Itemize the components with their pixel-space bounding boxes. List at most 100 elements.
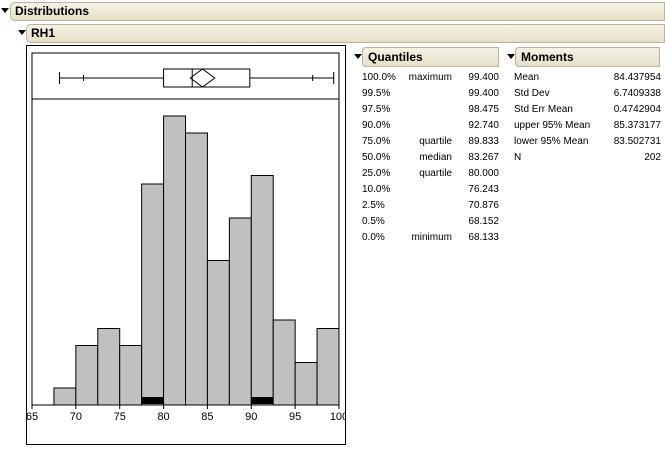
moment-value: 0.4742904 [613, 104, 661, 115]
moment-label: Mean [514, 72, 540, 83]
quantile-value: 99.400 [468, 72, 499, 83]
moment-row: Mean 84.437954 [514, 70, 661, 86]
boxplot-box [163, 68, 251, 88]
quantile-value: 80.000 [468, 168, 499, 179]
quantile-value: 83.267 [468, 152, 499, 163]
quantile-row: 99.5% 99.400 [362, 86, 499, 102]
moment-value: 85.373177 [613, 120, 661, 131]
quantile-label: quartile [419, 136, 452, 147]
x-tick-label: 70 [70, 411, 82, 423]
rh1-title: RH1 [31, 26, 56, 40]
shortest-half-markers [141, 397, 274, 404]
quantile-row: 2.5% 70.876 [362, 198, 499, 214]
x-tick-label: 80 [157, 411, 169, 423]
moment-label: Std Dev [514, 88, 550, 99]
quantile-row: 10.0% 76.243 [362, 182, 499, 198]
quantile-percent: 99.5% [362, 88, 391, 99]
rh1-disclosure-icon[interactable] [18, 30, 26, 35]
quantile-label [402, 198, 454, 214]
histogram-bar [163, 115, 186, 406]
histogram-plot-frame[interactable]: 65 70 75 80 85 90 95 100 [26, 45, 346, 445]
moment-label: upper 95% Mean [514, 120, 591, 131]
histogram-chart: 65 70 75 80 85 90 95 100 [27, 52, 345, 423]
moment-row: Std Dev 6.7409338 [514, 86, 661, 102]
quantile-label [402, 118, 454, 134]
quantile-row: 25.0% quartile 80.000 [362, 166, 499, 182]
x-tick-label: 90 [245, 411, 257, 423]
quantile-percent: 97.5% [362, 104, 391, 115]
histogram-bar [97, 328, 121, 406]
moment-row: lower 95% Mean 83.502731 [514, 134, 661, 150]
histogram-bar [272, 319, 296, 406]
quantile-row: 0.0% minimum 68.133 [362, 230, 499, 246]
distributions-header[interactable]: Distributions [10, 2, 665, 21]
moments-header[interactable]: Moments [515, 47, 660, 67]
quantile-value: 68.152 [468, 216, 499, 227]
quantile-percent: 10.0% [362, 184, 391, 195]
quantile-row: 90.0% 92.740 [362, 118, 499, 134]
histogram-bar [316, 328, 340, 406]
quantile-label: median [419, 152, 452, 163]
x-tick-label: 100 [330, 411, 345, 423]
histogram-bar [141, 183, 165, 406]
quantile-label: maximum [408, 72, 452, 83]
moment-label: lower 95% Mean [514, 136, 589, 147]
quantile-label [402, 86, 454, 102]
quantile-percent: 50.0% [362, 152, 391, 163]
quantile-percent: 90.0% [362, 120, 391, 131]
quantile-value: 99.400 [468, 88, 499, 99]
quantile-value: 89.833 [468, 136, 499, 147]
moment-label: Std Err Mean [514, 104, 573, 115]
histogram-bar [294, 362, 318, 406]
quantile-row: 0.5% 68.152 [362, 214, 499, 230]
quantiles-disclosure-icon[interactable] [354, 54, 362, 59]
histogram-bar [53, 387, 77, 406]
moment-value: 84.437954 [613, 72, 661, 83]
moments-disclosure-icon[interactable] [507, 54, 515, 59]
quantile-percent: 0.5% [362, 216, 385, 227]
quantiles-title: Quantiles [368, 50, 423, 64]
quantiles-header[interactable]: Quantiles [362, 47, 499, 67]
distributions-disclosure-icon[interactable] [1, 8, 9, 13]
shortest-half-bar [251, 397, 274, 404]
quantile-value: 98.475 [468, 104, 499, 115]
histogram-bar [119, 345, 143, 406]
quantile-value: 76.243 [468, 184, 499, 195]
histogram-bar [250, 175, 274, 406]
moment-value: 6.7409338 [613, 88, 661, 99]
x-tick-label: 85 [201, 411, 213, 423]
quantile-value: 68.133 [468, 232, 499, 243]
moments-title: Moments [521, 50, 574, 64]
quantile-label: minimum [411, 232, 452, 243]
boxplot-mean-diamond [189, 68, 216, 88]
histogram-bar [75, 345, 99, 406]
histogram-bar [206, 260, 230, 406]
moment-row: N 202 [514, 150, 661, 166]
quantile-value: 92.740 [468, 120, 499, 131]
x-axis: 65 70 75 80 85 90 95 100 [27, 405, 345, 423]
quantiles-table: 100.0% maximum 99.400 99.5% 99.400 97.5% 98.47… [362, 70, 499, 246]
histogram-bar [228, 217, 252, 406]
quantile-percent: 100.0% [362, 72, 396, 83]
histogram-bars [53, 115, 340, 406]
distributions-title: Distributions [15, 4, 89, 18]
quantile-percent: 75.0% [362, 136, 391, 147]
quantile-percent: 2.5% [362, 200, 385, 211]
moment-label: N [514, 152, 522, 163]
quantile-label [402, 102, 454, 118]
x-tick-label: 65 [27, 411, 38, 423]
quantile-row: 100.0% maximum 99.400 [362, 70, 499, 86]
boxplot-layer [58, 68, 335, 88]
rh1-header[interactable]: RH1 [26, 24, 665, 43]
moment-row: Std Err Mean 0.4742904 [514, 102, 661, 118]
quantile-row: 97.5% 98.475 [362, 102, 499, 118]
shortest-half-bar [141, 397, 164, 404]
quantile-percent: 25.0% [362, 168, 391, 179]
moment-row: upper 95% Mean 85.373177 [514, 118, 661, 134]
x-tick-label: 75 [114, 411, 126, 423]
quantile-percent: 0.0% [362, 232, 385, 243]
moment-value: 202 [644, 152, 661, 163]
quantile-label [402, 182, 454, 198]
moments-table: Mean 84.437954 Std Dev 6.7409338 Std Err Mea… [514, 70, 661, 166]
quantile-value: 70.876 [468, 200, 499, 211]
